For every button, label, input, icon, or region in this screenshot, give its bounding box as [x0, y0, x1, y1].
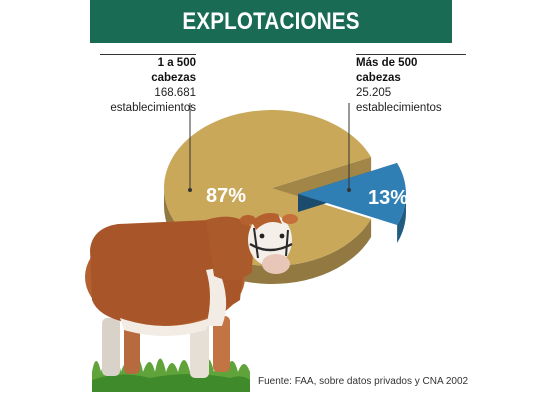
- title-band: EXPLOTACIONES GANADERAS: [90, 0, 452, 78]
- source-note: Fuente: FAA, sobre datos privados y CNA …: [258, 376, 469, 387]
- callout-rule: [356, 54, 466, 55]
- slice-label-unit: cabezas: [151, 72, 196, 84]
- leader-dot-small: [347, 188, 351, 192]
- cow-illustration: [85, 213, 298, 392]
- percent-label-large: 87%: [206, 185, 246, 207]
- slice-label-unit: cabezas: [356, 72, 401, 84]
- leader-dot-large: [188, 188, 192, 192]
- percent-label-small: 13%: [368, 187, 408, 209]
- callout-large-slice: 1 a 500 cabezas 168.681 establecimientos: [100, 54, 202, 116]
- callout-small-slice: Más de 500 cabezas 25.205 establecimient…: [356, 54, 466, 116]
- slice-label: 1 a 500: [157, 57, 196, 69]
- pie-slice-small: [298, 163, 406, 243]
- slice-count-unit: establecimientos: [356, 102, 442, 114]
- callout-rule: [100, 54, 196, 55]
- slice-count-unit: establecimientos: [110, 102, 196, 114]
- slice-label: Más de 500: [356, 57, 418, 69]
- slice-count: 25.205: [356, 87, 392, 99]
- chart-title: EXPLOTACIONES GANADERAS: [182, 8, 360, 78]
- slice-count: 168.681: [154, 87, 196, 99]
